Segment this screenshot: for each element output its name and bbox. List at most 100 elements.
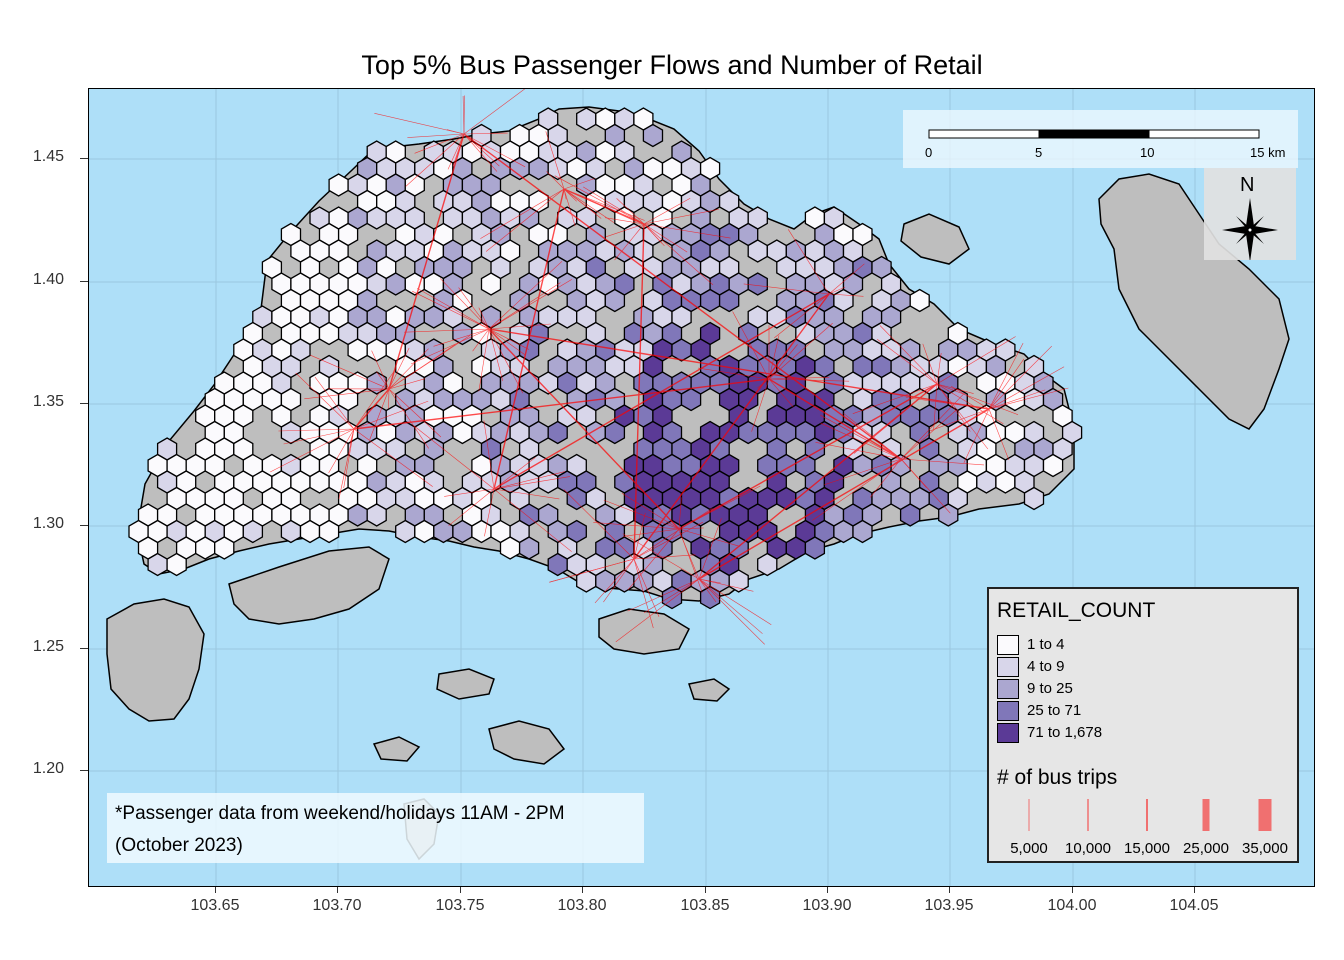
map-panel[interactable]	[88, 88, 1315, 887]
x-tick-mark	[705, 885, 706, 893]
legend-swatch	[997, 723, 1019, 743]
bus-flow-line	[493, 488, 560, 500]
bus-flow-line	[988, 358, 1025, 410]
retail-hex	[280, 519, 302, 544]
retail-hex	[718, 288, 740, 313]
scale-bar-label: 15 km	[1250, 145, 1286, 160]
bus-flow-line	[643, 223, 714, 286]
bus-flow-line	[605, 223, 645, 238]
retail-hex	[299, 519, 321, 544]
x-tick-label: 103.75	[435, 897, 485, 914]
retail-hex	[452, 519, 473, 544]
y-tick-mark	[80, 648, 88, 649]
bus-flow-line	[622, 533, 700, 580]
bus-flow-line	[488, 328, 530, 350]
retail-hex	[1023, 387, 1045, 412]
bus-flow-line	[593, 522, 680, 530]
retail-hex	[976, 470, 997, 494]
bus-flow-line	[933, 383, 938, 430]
bus-flow-line	[488, 328, 524, 394]
legend-swatch	[997, 679, 1019, 699]
retail-hex	[699, 585, 721, 610]
x-tick-mark	[1194, 885, 1195, 893]
bus-flow-line	[988, 389, 1046, 410]
bus-flow-line	[768, 335, 780, 380]
bus-flow-line	[563, 489, 635, 560]
bus-flow-line	[463, 133, 526, 168]
bus-flow-line	[353, 400, 429, 430]
bus-flow-line	[478, 328, 490, 392]
bus-flow-line	[563, 188, 602, 219]
retail-hex	[366, 338, 387, 362]
bus-flow-line	[563, 188, 645, 225]
bus-flow-line	[478, 307, 490, 330]
bus-flow-line	[988, 408, 1010, 460]
bus-flow-line	[388, 388, 429, 449]
data-source-note: *Passenger data from weekend/holidays 11…	[107, 793, 644, 863]
legend-flow-label: 10,000	[1065, 840, 1111, 857]
x-tick-mark	[949, 885, 950, 893]
southern-islets	[436, 668, 495, 700]
bus-flow-line	[412, 290, 490, 330]
bus-flow-line	[376, 371, 390, 390]
retail-hex	[309, 470, 330, 494]
bus-flow-line	[633, 512, 646, 560]
map-title: Top 5% Bus Passenger Flows and Number of…	[361, 50, 983, 80]
retail-hex	[347, 338, 368, 362]
bus-flow-line	[627, 528, 680, 590]
legend-flow-symbol	[1202, 799, 1210, 831]
bus-flow-line	[414, 425, 495, 490]
retail-hex	[557, 305, 578, 329]
map-canvas[interactable]	[89, 89, 1314, 886]
sentosa-island	[598, 608, 690, 655]
legend-flow-symbol	[1146, 799, 1148, 831]
legend-fill-label: 25 to 71	[1027, 702, 1082, 719]
x-tick-mark	[1072, 885, 1073, 893]
north-arrow: N	[1204, 168, 1296, 262]
retail-hex	[318, 519, 340, 544]
scale-bar-graphic	[928, 129, 1260, 139]
bus-flow-line	[633, 507, 713, 560]
bus-flow-line	[828, 263, 865, 295]
retail-hex	[899, 503, 921, 527]
retail-hex	[776, 486, 797, 511]
bus-flow-line	[371, 350, 390, 390]
retail-hex	[214, 536, 235, 560]
legend-fill-label: 71 to 1,678	[1027, 724, 1103, 741]
y-tick-mark	[80, 770, 88, 771]
bus-flow-line	[604, 217, 645, 225]
bus-flow-line	[388, 343, 456, 390]
bus-flow-line	[603, 499, 680, 530]
bus-flow-line	[678, 528, 703, 593]
y-tick-label: 1.45	[32, 148, 64, 165]
bus-flow-line	[936, 383, 1004, 424]
bus-flow-line	[633, 223, 645, 560]
bus-flow-line	[388, 388, 390, 409]
legend-flow-title: # of bus trips	[997, 766, 1118, 789]
bus-flow-line	[697, 367, 770, 380]
bus-flow-line	[472, 328, 490, 352]
retail-hex	[347, 503, 368, 527]
scale-bar	[903, 110, 1298, 168]
retail-hex	[909, 288, 930, 313]
compass-rose-icon	[1222, 198, 1278, 262]
x-tick-label: 103.70	[312, 897, 362, 914]
bus-flow-line	[463, 133, 902, 460]
bus-flow-line	[820, 414, 902, 460]
bus-flow-line	[900, 409, 957, 460]
retail-hex	[680, 387, 702, 412]
bus-flow-line	[936, 383, 989, 450]
bus-flow-line	[583, 186, 645, 225]
bus-flow-line	[283, 428, 355, 445]
retail-hex	[1042, 453, 1064, 478]
legend-flow-label: 15,000	[1124, 840, 1170, 857]
bus-flow-line	[278, 428, 355, 432]
bus-flow-line	[633, 293, 830, 560]
x-tick-label: 104.00	[1047, 897, 1097, 914]
bus-flow-line	[353, 368, 397, 430]
bus-flow-line	[388, 388, 442, 438]
bus-flow-line	[554, 175, 645, 225]
bus-flow-line	[488, 328, 990, 410]
bus-flow-line	[936, 383, 1019, 415]
bus-flow-line	[563, 178, 595, 190]
